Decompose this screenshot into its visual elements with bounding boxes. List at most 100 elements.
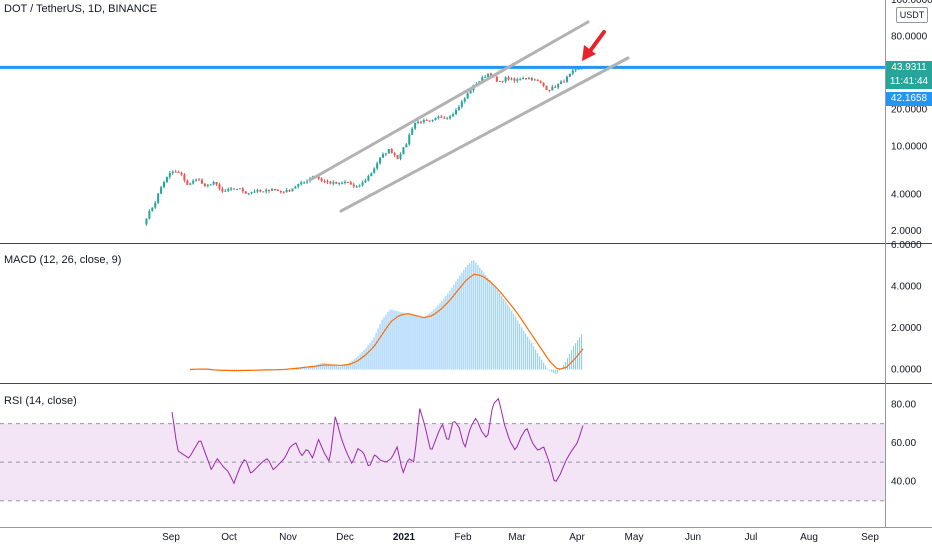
rsi-tick-label: 80.00 xyxy=(891,399,916,410)
candle-body xyxy=(332,182,335,184)
macd-histogram-bar xyxy=(315,365,317,370)
macd-histogram-bar xyxy=(531,342,533,370)
macd-histogram-bar xyxy=(337,366,339,370)
macd-legend[interactable]: MACD (12, 26, close, 9) xyxy=(2,254,124,266)
macd-histogram-bar xyxy=(395,310,397,370)
candle-body xyxy=(396,155,399,159)
candle-body xyxy=(580,68,583,70)
macd-histogram-bar xyxy=(473,260,475,370)
candle-body xyxy=(259,190,262,192)
candle-body xyxy=(294,186,297,189)
macd-histogram-bar xyxy=(301,367,303,370)
macd-histogram-bar xyxy=(429,312,431,370)
candle-body xyxy=(437,116,440,119)
macd-histogram-bar xyxy=(581,334,583,370)
macd-histogram-bar xyxy=(389,309,391,370)
candle-body xyxy=(574,69,577,71)
macd-histogram-bar xyxy=(567,357,569,370)
macd-histogram-bar xyxy=(461,272,463,370)
candle-body xyxy=(215,182,218,185)
candle-body xyxy=(317,176,320,179)
candle-body xyxy=(335,182,338,184)
quote-currency-button[interactable]: USDT xyxy=(896,7,928,23)
time-tick-label: May xyxy=(625,532,644,543)
macd-histogram-bar xyxy=(401,312,403,370)
countdown-badge: 11:41:44 xyxy=(886,75,932,89)
candle-body xyxy=(323,180,326,182)
macd-histogram-bar xyxy=(321,362,323,370)
macd-histogram-bar xyxy=(383,317,385,370)
price-tick-label: 80.0000 xyxy=(891,32,928,43)
macd-histogram-bar xyxy=(437,305,439,370)
macd-histogram-bar xyxy=(463,269,465,370)
candle-body xyxy=(238,188,241,190)
macd-histogram-bar xyxy=(361,351,363,370)
candle-body xyxy=(358,185,361,187)
macd-histogram-bar xyxy=(443,298,445,370)
candle-body xyxy=(265,189,268,192)
macd-histogram-bar xyxy=(311,365,313,370)
macd-histogram-bar xyxy=(455,281,457,370)
candle-body xyxy=(422,119,425,123)
macd-histogram-bar xyxy=(413,315,415,370)
macd-histogram-bar xyxy=(307,366,309,370)
candle-body xyxy=(297,184,300,187)
macd-histogram-bar xyxy=(427,314,429,370)
candle-body xyxy=(268,189,271,191)
candle-body xyxy=(457,106,460,110)
candle-body xyxy=(487,73,490,77)
macd-histogram-bar xyxy=(371,340,373,370)
candle-body xyxy=(568,73,571,77)
macd-histogram-bar xyxy=(399,311,401,370)
candle-body xyxy=(352,184,355,187)
macd-histogram-bar xyxy=(539,356,541,370)
macd-histogram-bar xyxy=(343,364,345,370)
candle-body xyxy=(376,163,379,169)
candle-body xyxy=(227,189,230,191)
macd-histogram-bar xyxy=(387,312,389,370)
macd-histogram-bar xyxy=(459,275,461,370)
candle-body xyxy=(288,190,291,192)
candle-body xyxy=(498,80,501,82)
candle-body xyxy=(303,182,306,184)
rsi-legend[interactable]: RSI (14, close) xyxy=(2,395,79,407)
candle-body xyxy=(346,182,349,184)
candle-body xyxy=(481,77,484,82)
candle-body xyxy=(341,182,344,184)
macd-histogram-bar xyxy=(563,365,565,370)
candle-body xyxy=(197,179,201,181)
candle-body xyxy=(446,118,449,120)
candle-body xyxy=(279,190,282,193)
macd-histogram-bar xyxy=(471,261,473,370)
macd-histogram-bar xyxy=(525,333,527,370)
candle-body xyxy=(282,192,285,194)
candle-body xyxy=(273,189,276,191)
candle-body xyxy=(379,157,382,164)
symbol-title[interactable]: DOT / TetherUS, 1D, BINANCE xyxy=(2,3,160,15)
macd-histogram-bar xyxy=(559,369,561,371)
macd-histogram-bar xyxy=(569,353,571,370)
macd-histogram-bar xyxy=(441,300,443,370)
macd-histogram-bar xyxy=(359,353,361,370)
candle-body xyxy=(405,144,408,148)
candle-body xyxy=(256,190,259,192)
macd-histogram-bar xyxy=(545,365,547,370)
candle-body xyxy=(431,120,434,122)
candle-body xyxy=(440,116,443,118)
macd-histogram-bar xyxy=(469,263,471,370)
candle-body xyxy=(209,184,212,186)
candle-body xyxy=(206,184,209,186)
candle-body xyxy=(154,202,157,208)
candle-body xyxy=(338,182,341,184)
candle-body xyxy=(425,119,428,121)
macd-histogram-bar xyxy=(305,366,307,370)
rsi-tick-label: 40.00 xyxy=(891,476,916,487)
macd-histogram-bar xyxy=(521,327,523,370)
candle-body xyxy=(399,154,402,159)
candle-body xyxy=(270,189,274,191)
candle-body xyxy=(414,123,417,129)
macd-histogram-bar xyxy=(421,317,423,370)
macd-histogram-bar xyxy=(379,323,381,370)
macd-histogram-bar xyxy=(411,314,413,370)
